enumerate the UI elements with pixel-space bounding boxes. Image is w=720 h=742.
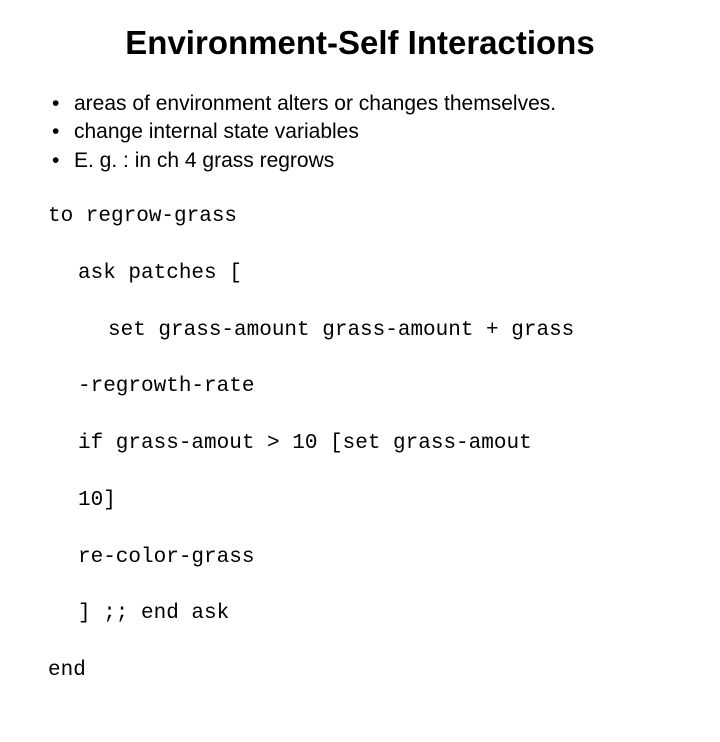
bullet-text: change internal state variables	[74, 120, 359, 143]
code-line: ask patches [	[48, 260, 672, 288]
code-line: 10]	[48, 487, 672, 515]
code-line: -regrowth-rate	[48, 373, 672, 401]
slide-body: areas of environment alters or changes t…	[48, 90, 672, 742]
list-item: change internal state variables	[48, 118, 672, 146]
slide-title: Environment-Self Interactions	[48, 24, 672, 62]
code-line: set grass-amount grass-amount + grass	[48, 317, 672, 345]
bullet-text: areas of environment alters or changes t…	[74, 92, 556, 115]
code-line: end	[48, 657, 672, 685]
slide: Environment-Self Interactions areas of e…	[0, 0, 720, 540]
bullet-list: areas of environment alters or changes t…	[48, 90, 672, 175]
bullet-text: E. g. : in ch 4 grass regrows	[74, 149, 334, 172]
code-block: to regrow-grass ask patches [ set grass-…	[48, 175, 672, 742]
code-line: re-color-grass	[48, 544, 672, 572]
list-item: areas of environment alters or changes t…	[48, 90, 672, 118]
code-line: ] ;; end ask	[48, 600, 672, 628]
code-line: if grass-amout > 10 [set grass-amout	[48, 430, 672, 458]
code-line: to regrow-grass	[48, 203, 672, 231]
list-item: E. g. : in ch 4 grass regrows	[48, 147, 672, 175]
